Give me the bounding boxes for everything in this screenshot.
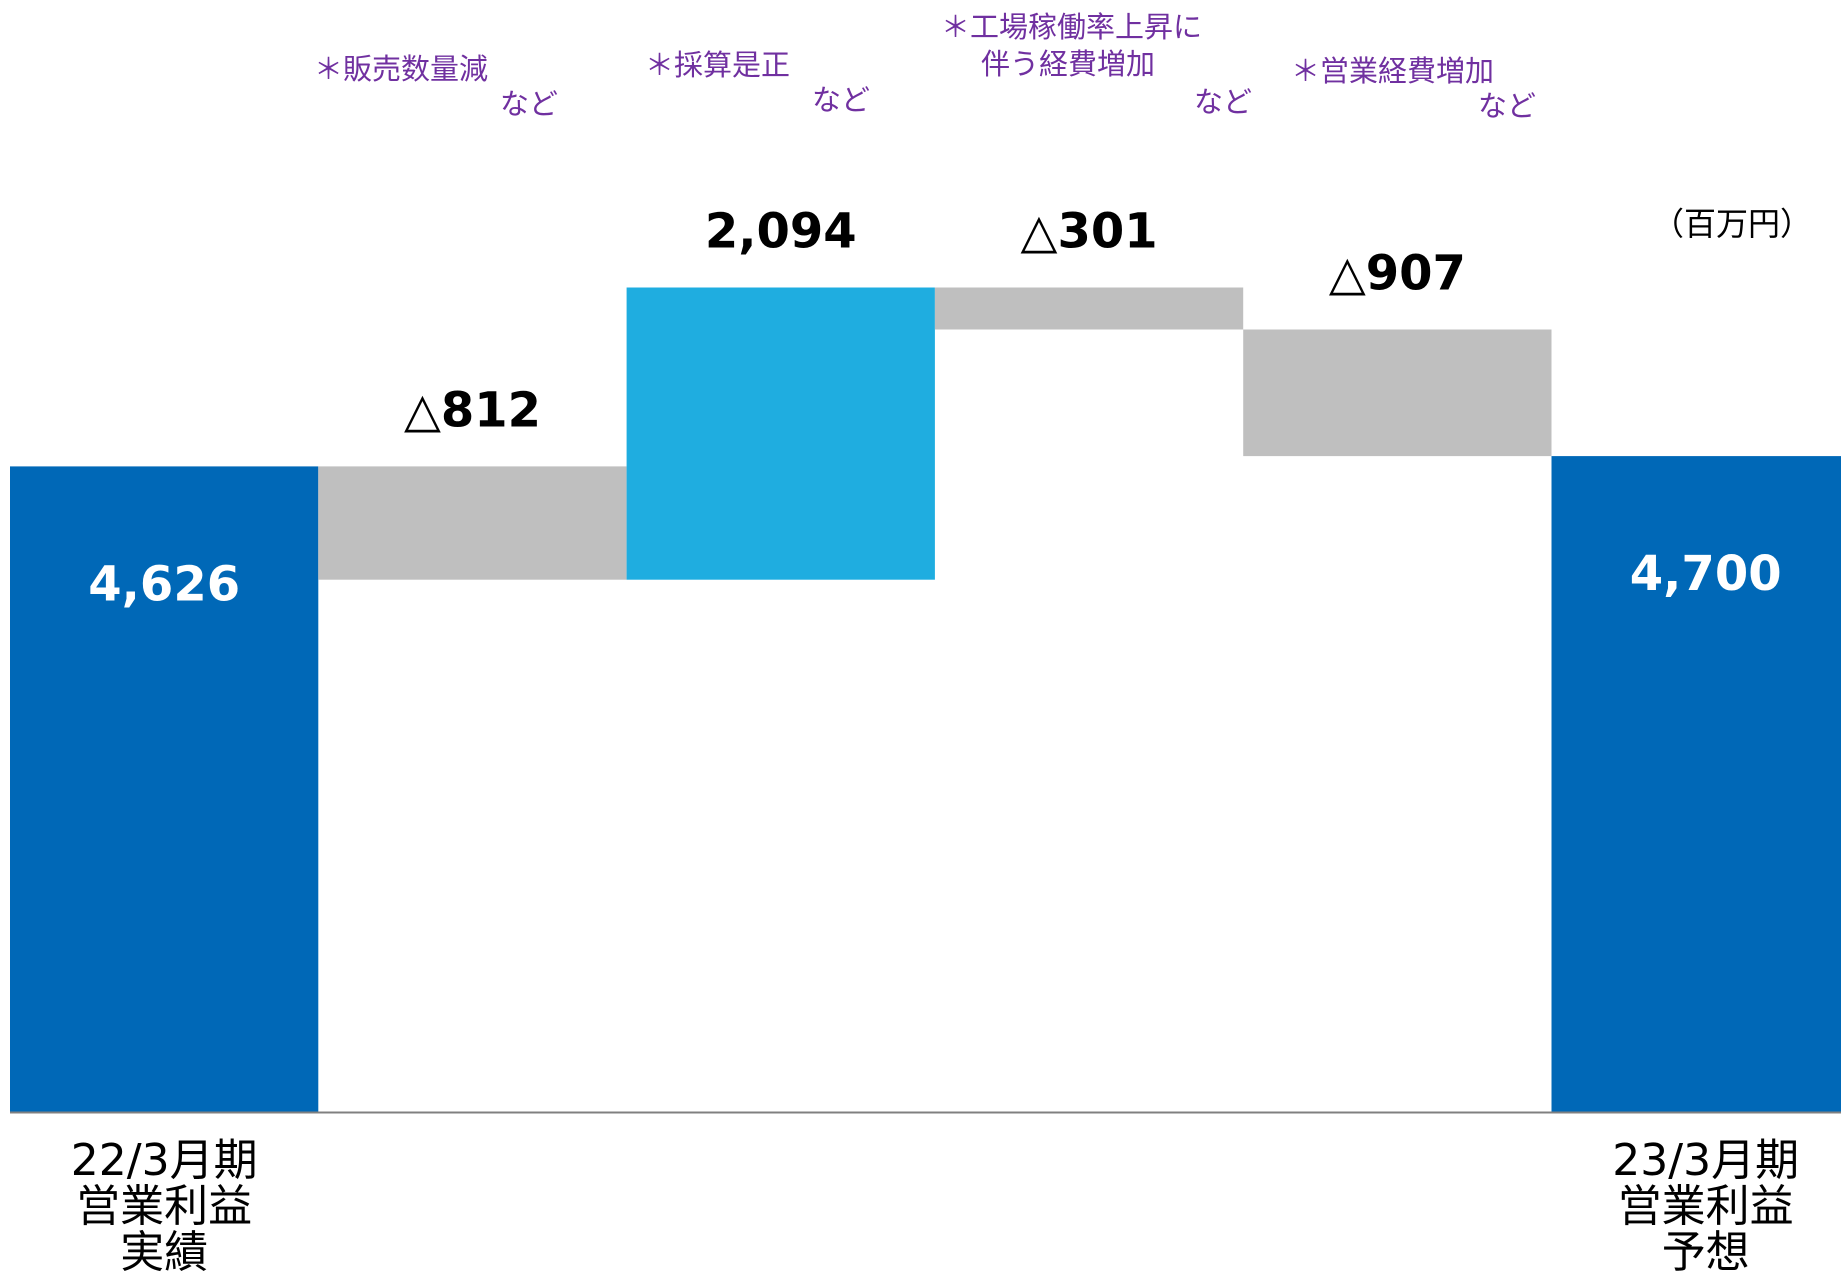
note-suffix-3: など xyxy=(1194,85,1252,119)
bar-decrease-4 xyxy=(1243,329,1552,457)
bar-increase-2 xyxy=(626,287,935,580)
category-label-0-1: 営業利益 xyxy=(76,1181,252,1232)
value-label-5: 4,700 xyxy=(1630,546,1782,602)
note-line-3-0: ＊工場稼働率上昇に xyxy=(941,10,1202,44)
note-suffix-4: など xyxy=(1478,89,1536,123)
value-labels-layer: 4,626 △812 2,094 △301 △907 4,700 xyxy=(88,204,1781,613)
bar-decrease-1 xyxy=(318,466,627,580)
note-line-4-0: ＊営業経費増加 xyxy=(1291,54,1494,88)
value-label-1: △812 xyxy=(404,382,541,438)
value-label-2: 2,094 xyxy=(705,204,857,260)
value-label-4: △907 xyxy=(1329,246,1466,302)
category-label-0-0: 22/3月期 xyxy=(71,1135,258,1186)
bars-layer xyxy=(10,287,1841,1114)
category-label-0-2: 実績 xyxy=(120,1227,208,1277)
note-line-3-1: 伴う経費増加 xyxy=(981,47,1155,81)
bar-total-5 xyxy=(1551,456,1841,1113)
value-label-3: △301 xyxy=(1021,204,1158,260)
bar-total-0 xyxy=(10,466,319,1112)
value-label-0: 4,626 xyxy=(88,556,240,612)
bar-decrease-3 xyxy=(934,287,1244,330)
notes-layer: ＊販売数量減など＊採算是正など＊工場稼働率上昇に伴う経費増加など＊営業経費増加な… xyxy=(314,10,1536,123)
note-line-1-0: ＊販売数量減 xyxy=(314,52,488,86)
category-label-5-1: 営業利益 xyxy=(1618,1181,1794,1232)
unit-label: （百万円） xyxy=(1652,205,1812,243)
category-label-5-0: 23/3月期 xyxy=(1612,1135,1799,1186)
note-suffix-1: など xyxy=(500,87,558,121)
note-line-2-0: ＊採算是正 xyxy=(645,48,790,82)
category-label-5-2: 予想 xyxy=(1662,1227,1750,1277)
note-suffix-2: など xyxy=(812,83,870,117)
